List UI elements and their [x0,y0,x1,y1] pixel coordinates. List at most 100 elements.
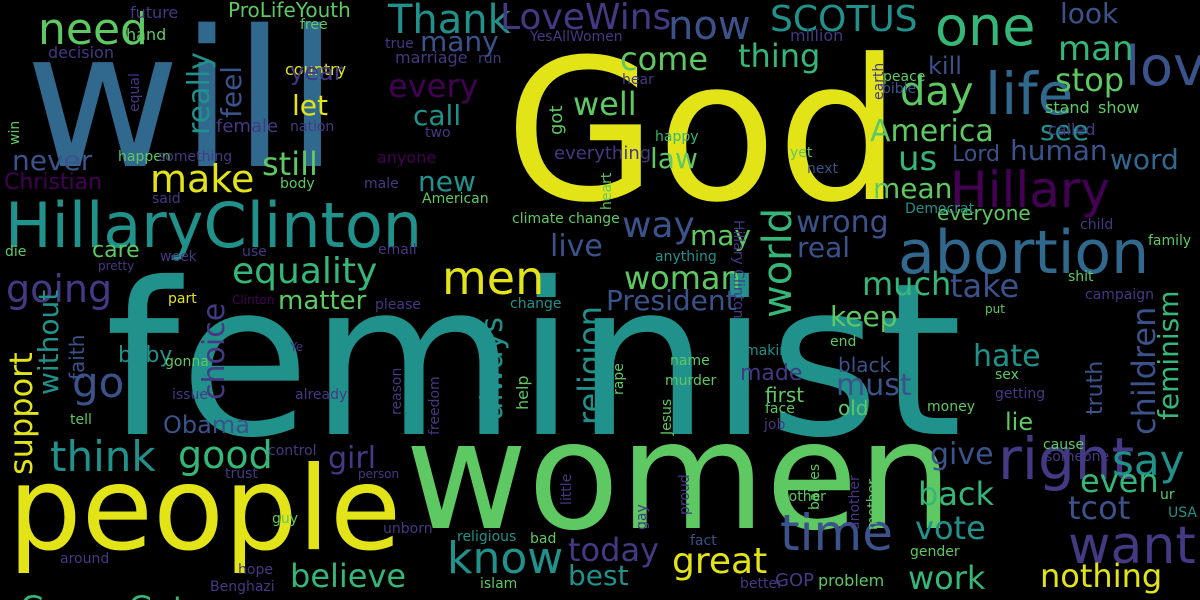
word-another: mother [865,479,881,530]
word-thank: Thank [388,0,511,43]
word-yesallwomen: YesAllWomen [530,29,623,45]
word-mean: mean [873,172,953,205]
word-problem: problem [818,571,885,590]
word-heart: body [280,176,315,192]
word-happen: something [158,149,233,165]
word-christian: Christian [4,170,103,195]
word-end: making [745,343,797,359]
word-guy: guy [272,511,299,527]
word-bible: bible [882,81,917,97]
word-human: human [1010,134,1108,167]
word-happy: happy [655,129,699,145]
word-back: back [918,475,995,513]
word-change: help [513,375,532,410]
word-decision: decision [48,43,114,62]
word-peace: peace [883,69,926,85]
word-one: one [935,0,1036,58]
word-old: old [838,396,869,420]
word-america: America [870,114,994,149]
word-lord: Lord [952,142,1000,167]
word-call: call [413,99,462,132]
word-time: time [780,504,893,562]
word-made: made [740,361,803,386]
word-choice: choice [197,302,232,400]
word-black: black [838,353,892,377]
word-family: child [1080,217,1114,233]
word-truth: truth [1083,360,1108,415]
word-every: every [388,67,479,105]
word-mother: mother [775,489,826,505]
word-hillary: Hillary [950,161,1111,219]
word-want: want [1068,516,1196,576]
word-hear: hear [622,72,654,88]
word-come: come [620,40,709,78]
word-thing: thing [738,37,821,75]
word-great: great [672,541,768,582]
word-already: reason [389,367,405,415]
word-two: yet [790,145,813,161]
word-tell: Jesus [659,398,675,435]
word-die: use [242,244,267,260]
word-use: pretty [98,259,135,273]
word-proud: babies [807,463,823,510]
word-babies: another [847,475,863,530]
word-reason: freedom [427,376,443,435]
word-kill: kill [928,52,962,80]
word-unborn: unborn [383,521,433,537]
word-keep: keep [830,300,898,333]
word-hate: hate [973,339,1041,374]
word-million: million [790,26,844,45]
word-marriage: marriage [395,48,468,67]
word-equality: equality [232,251,378,292]
word-today: today [568,531,659,569]
word-sex: issue [172,387,208,403]
word-something: anyone [377,148,437,167]
word-may: may [690,219,752,252]
word-girl: girl [328,441,377,476]
word-really: really [182,52,217,135]
word-tcot: tcot [1068,489,1131,527]
word-pretty: week [160,249,197,265]
word-still: still [262,145,318,183]
word-rape: name [670,353,710,369]
word-week: family [1148,233,1192,249]
word-money: getting [995,386,1046,402]
word-need: need [38,4,148,55]
word-ur: ur [1160,487,1175,503]
word-male: American [422,191,489,207]
word-obama: Obama [163,411,250,439]
word-work: work [908,559,986,597]
word-best: best [568,559,629,592]
word-free: free [300,17,328,33]
word-word: word [1110,143,1179,176]
word-never: never [12,144,93,177]
word-men: men [442,251,545,305]
word-everything: heart [599,172,615,210]
word-make: world [755,207,801,318]
word-take: take [950,267,1020,305]
word-women: women [405,390,953,564]
word-new: new [418,165,476,198]
word-faith: faith [65,334,89,380]
word-win: female [216,116,279,137]
word-future: future [130,3,179,22]
word-child: shit [1068,269,1094,285]
word-true: true [385,36,414,52]
word-help: gonna [165,354,209,370]
word-anyone: two [425,125,451,141]
word-without: without [32,289,65,395]
word-gamergate: GamerGate [20,592,205,600]
word-good: good [178,433,273,477]
word-clinton: please [375,297,421,313]
word-lovewins: LoveWins [500,0,672,38]
word-gonna: Ye [290,340,304,354]
word-religion: religion [571,306,609,425]
word-gop: GOP [775,570,814,591]
word-live: live [550,229,603,264]
word-vote: vote [915,509,986,547]
word-yet: next [807,161,839,177]
word-country: country [285,60,347,79]
word-hillaryclinton: HillaryClinton [5,189,423,262]
word-people: people [8,442,402,577]
